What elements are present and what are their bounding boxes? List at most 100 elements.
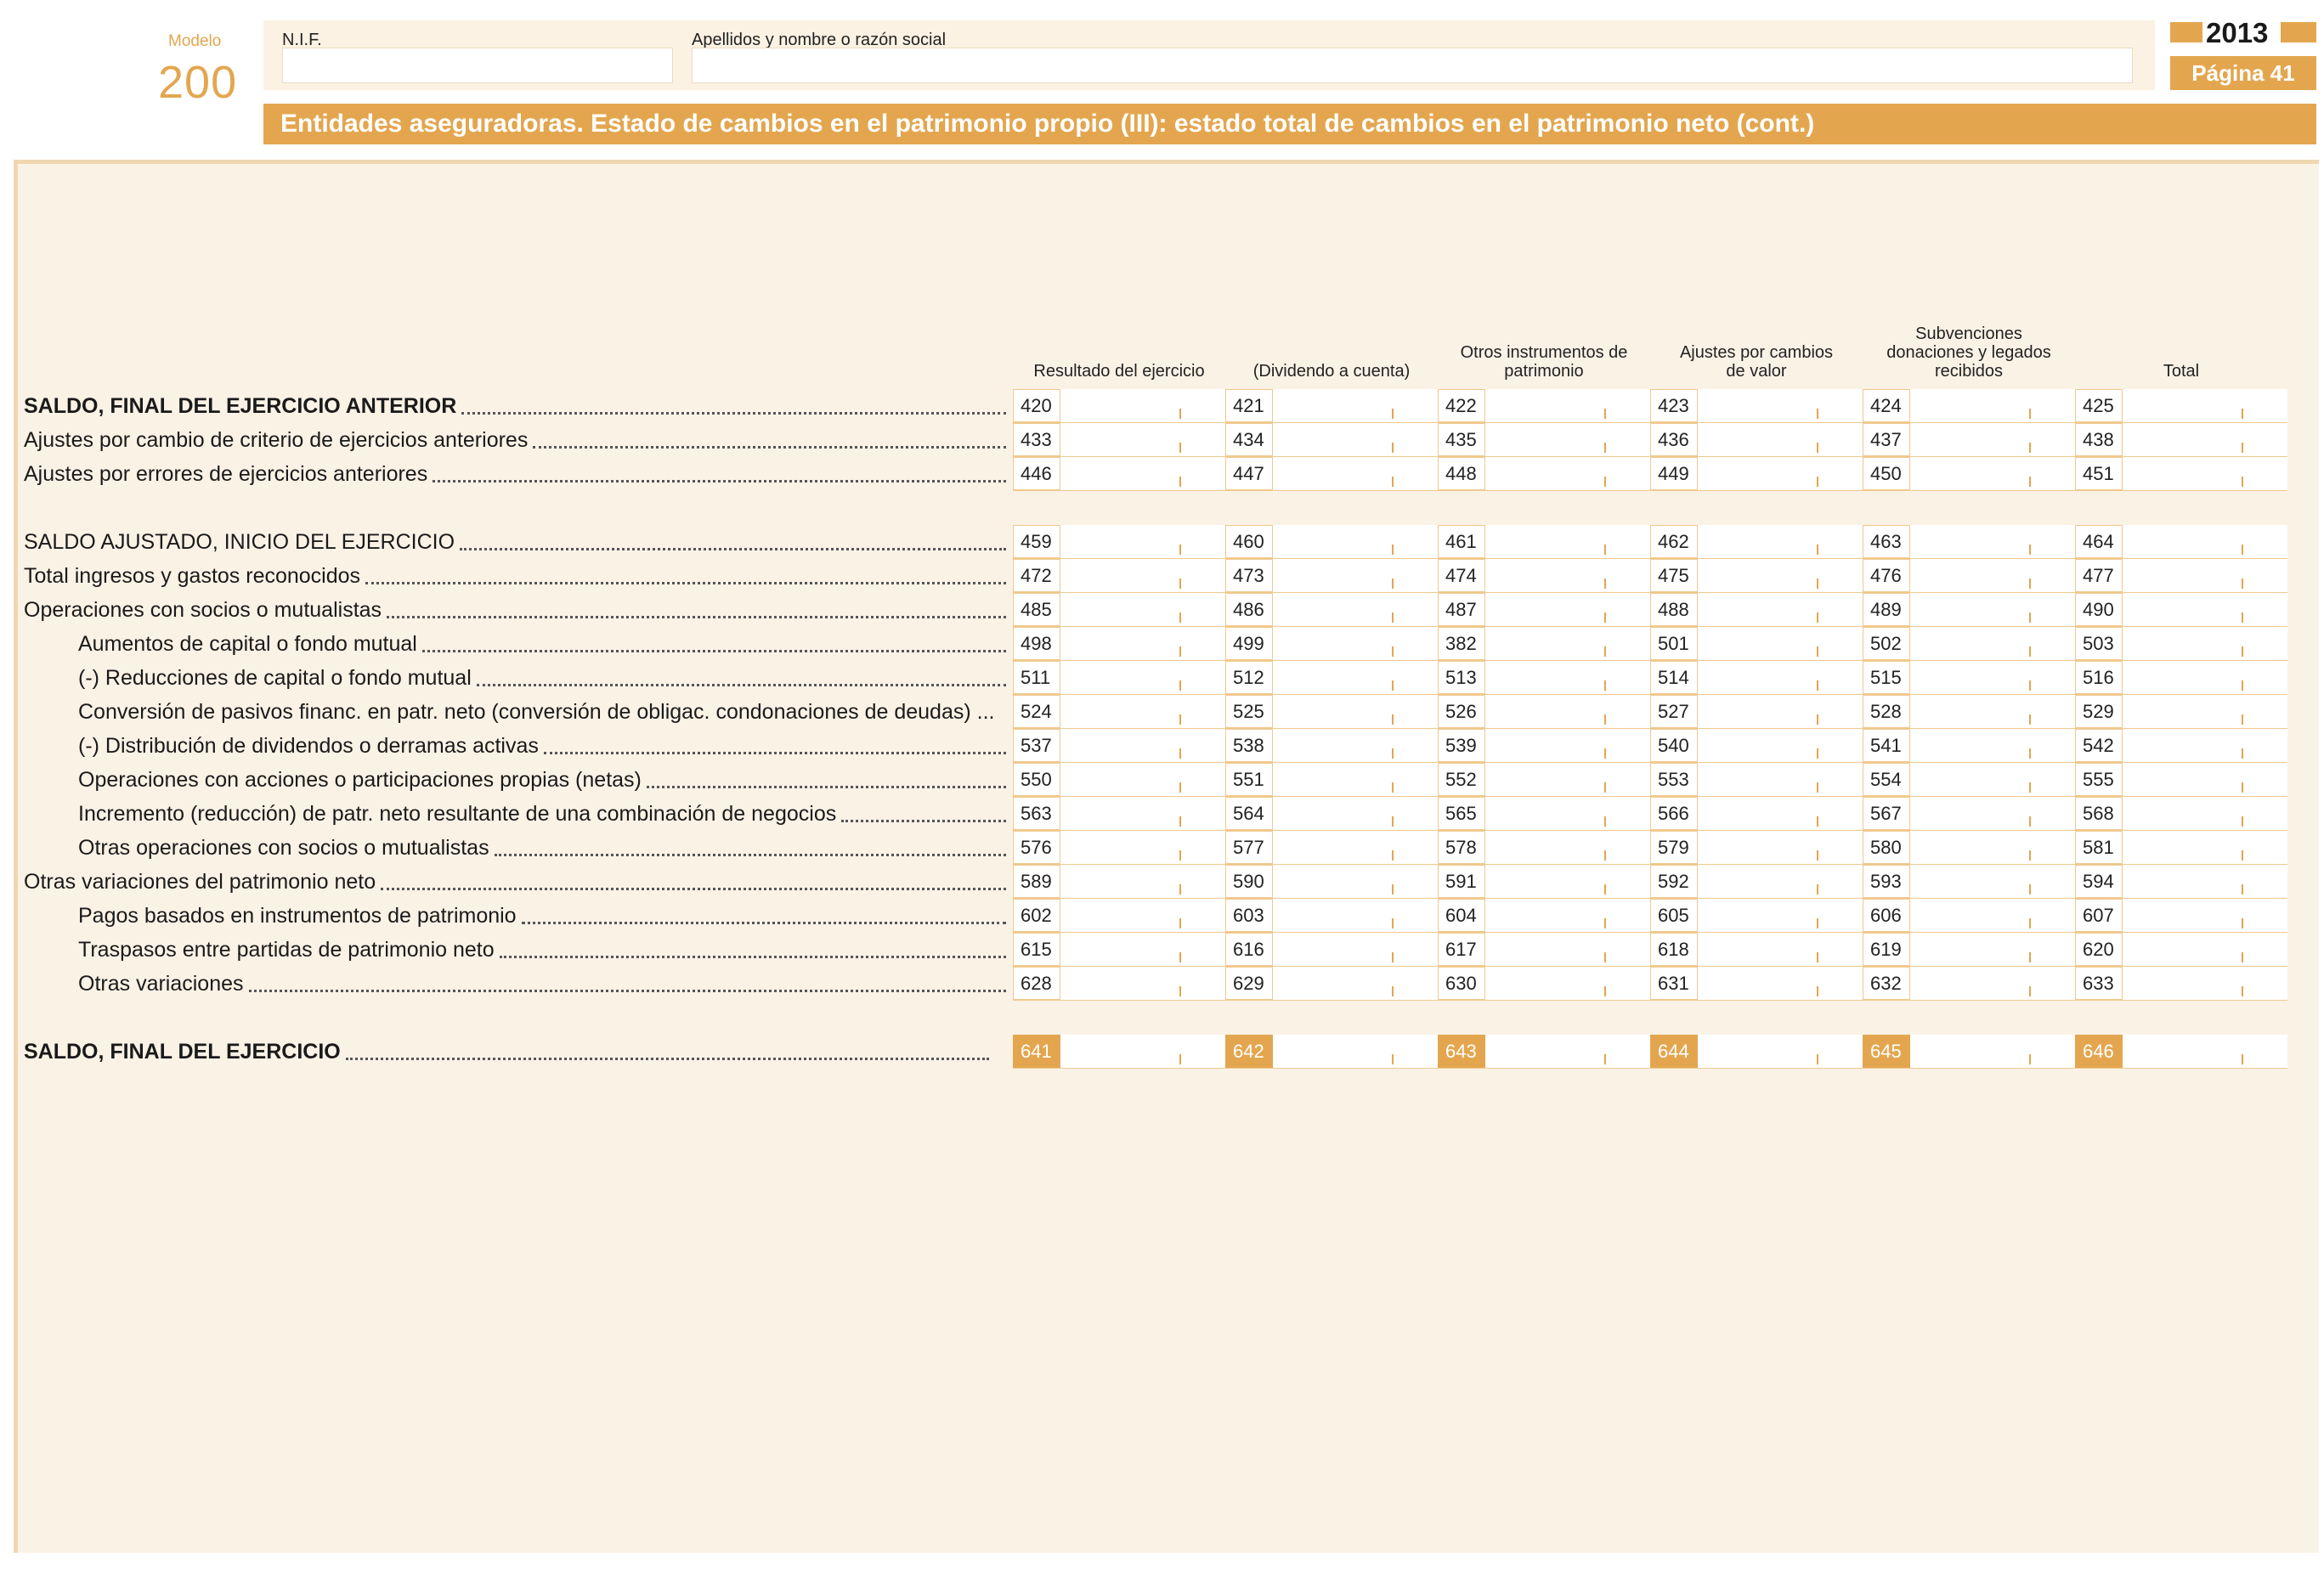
amount-field[interactable]: 567 [1863, 797, 2075, 831]
amount-field[interactable]: 529 [2075, 695, 2287, 729]
amount-field[interactable]: 563 [1013, 797, 1225, 831]
amount-field[interactable]: 424 [1863, 389, 2075, 423]
amount-field[interactable]: 606 [1863, 899, 2075, 933]
amount-field[interactable]: 449 [1650, 457, 1863, 491]
amount-field[interactable]: 642 [1225, 1035, 1438, 1069]
amount-field[interactable]: 528 [1863, 695, 2075, 729]
amount-field[interactable]: 476 [1863, 559, 2075, 593]
amount-field[interactable]: 607 [2075, 899, 2287, 933]
amount-field[interactable]: 602 [1013, 899, 1225, 933]
amount-field[interactable]: 459 [1013, 525, 1225, 559]
amount-field[interactable]: 630 [1438, 967, 1650, 1001]
amount-field[interactable]: 592 [1650, 865, 1863, 899]
amount-field[interactable]: 448 [1438, 457, 1650, 491]
amount-field[interactable]: 434 [1225, 423, 1438, 457]
amount-field[interactable]: 619 [1863, 933, 2075, 967]
amount-field[interactable]: 489 [1863, 593, 2075, 627]
amount-field[interactable]: 433 [1013, 423, 1225, 457]
amount-field[interactable]: 503 [2075, 627, 2287, 661]
amount-field[interactable]: 644 [1650, 1035, 1863, 1069]
amount-field[interactable]: 643 [1438, 1035, 1650, 1069]
amount-field[interactable]: 579 [1650, 831, 1863, 865]
amount-field[interactable]: 641 [1013, 1035, 1225, 1069]
amount-field[interactable]: 566 [1650, 797, 1863, 831]
amount-field[interactable]: 603 [1225, 899, 1438, 933]
amount-field[interactable]: 499 [1225, 627, 1438, 661]
amount-field[interactable]: 527 [1650, 695, 1863, 729]
amount-field[interactable]: 616 [1225, 933, 1438, 967]
amount-field[interactable]: 464 [2075, 525, 2287, 559]
amount-field[interactable]: 475 [1650, 559, 1863, 593]
name-field[interactable] [692, 48, 2133, 83]
amount-field[interactable]: 502 [1863, 627, 2075, 661]
amount-field[interactable]: 590 [1225, 865, 1438, 899]
amount-field[interactable]: 577 [1225, 831, 1438, 865]
amount-field[interactable]: 617 [1438, 933, 1650, 967]
amount-field[interactable]: 576 [1013, 831, 1225, 865]
amount-field[interactable]: 498 [1013, 627, 1225, 661]
amount-field[interactable]: 420 [1013, 389, 1225, 423]
amount-field[interactable]: 462 [1650, 525, 1863, 559]
amount-field[interactable]: 515 [1863, 661, 2075, 695]
amount-field[interactable]: 537 [1013, 729, 1225, 763]
amount-field[interactable]: 437 [1863, 423, 2075, 457]
amount-field[interactable]: 525 [1225, 695, 1438, 729]
amount-field[interactable]: 524 [1013, 695, 1225, 729]
amount-field[interactable]: 512 [1225, 661, 1438, 695]
amount-field[interactable]: 446 [1013, 457, 1225, 491]
amount-field[interactable]: 526 [1438, 695, 1650, 729]
amount-field[interactable]: 580 [1863, 831, 2075, 865]
amount-field[interactable]: 538 [1225, 729, 1438, 763]
amount-field[interactable]: 620 [2075, 933, 2287, 967]
amount-field[interactable]: 438 [2075, 423, 2287, 457]
amount-field[interactable]: 604 [1438, 899, 1650, 933]
amount-field[interactable]: 593 [1863, 865, 2075, 899]
amount-field[interactable]: 564 [1225, 797, 1438, 831]
amount-field[interactable]: 552 [1438, 763, 1650, 797]
amount-field[interactable]: 646 [2075, 1035, 2287, 1069]
amount-field[interactable]: 591 [1438, 865, 1650, 899]
amount-field[interactable]: 615 [1013, 933, 1225, 967]
amount-field[interactable]: 541 [1863, 729, 2075, 763]
amount-field[interactable]: 645 [1863, 1035, 2075, 1069]
amount-field[interactable]: 477 [2075, 559, 2287, 593]
amount-field[interactable]: 511 [1013, 661, 1225, 695]
amount-field[interactable]: 551 [1225, 763, 1438, 797]
amount-field[interactable]: 631 [1650, 967, 1863, 1001]
amount-field[interactable]: 488 [1650, 593, 1863, 627]
amount-field[interactable]: 629 [1225, 967, 1438, 1001]
amount-field[interactable]: 628 [1013, 967, 1225, 1001]
amount-field[interactable]: 594 [2075, 865, 2287, 899]
amount-field[interactable]: 501 [1650, 627, 1863, 661]
amount-field[interactable]: 463 [1863, 525, 2075, 559]
amount-field[interactable]: 485 [1013, 593, 1225, 627]
nif-field[interactable] [282, 48, 673, 83]
amount-field[interactable]: 447 [1225, 457, 1438, 491]
amount-field[interactable]: 422 [1438, 389, 1650, 423]
amount-field[interactable]: 435 [1438, 423, 1650, 457]
amount-field[interactable]: 487 [1438, 593, 1650, 627]
amount-field[interactable]: 382 [1438, 627, 1650, 661]
amount-field[interactable]: 423 [1650, 389, 1863, 423]
amount-field[interactable]: 461 [1438, 525, 1650, 559]
amount-field[interactable]: 554 [1863, 763, 2075, 797]
amount-field[interactable]: 436 [1650, 423, 1863, 457]
amount-field[interactable]: 450 [1863, 457, 2075, 491]
amount-field[interactable]: 472 [1013, 559, 1225, 593]
amount-field[interactable]: 581 [2075, 831, 2287, 865]
amount-field[interactable]: 565 [1438, 797, 1650, 831]
amount-field[interactable]: 473 [1225, 559, 1438, 593]
amount-field[interactable]: 421 [1225, 389, 1438, 423]
amount-field[interactable]: 514 [1650, 661, 1863, 695]
amount-field[interactable]: 513 [1438, 661, 1650, 695]
amount-field[interactable]: 605 [1650, 899, 1863, 933]
amount-field[interactable]: 632 [1863, 967, 2075, 1001]
amount-field[interactable]: 516 [2075, 661, 2287, 695]
amount-field[interactable]: 618 [1650, 933, 1863, 967]
amount-field[interactable]: 633 [2075, 967, 2287, 1001]
amount-field[interactable]: 425 [2075, 389, 2287, 423]
amount-field[interactable]: 539 [1438, 729, 1650, 763]
amount-field[interactable]: 486 [1225, 593, 1438, 627]
amount-field[interactable]: 555 [2075, 763, 2287, 797]
amount-field[interactable]: 460 [1225, 525, 1438, 559]
